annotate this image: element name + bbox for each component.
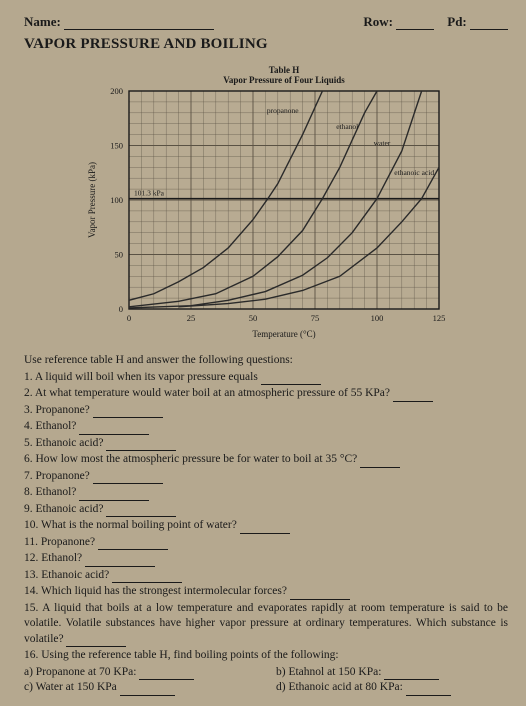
svg-text:125: 125 <box>433 313 446 323</box>
svg-text:Vapor Pressure of Four Liquids: Vapor Pressure of Four Liquids <box>223 75 345 85</box>
svg-text:101.3 kPa: 101.3 kPa <box>134 189 165 198</box>
svg-text:Table H: Table H <box>269 65 299 75</box>
question-3: 3. Propanone? <box>24 403 508 419</box>
vapor-pressure-chart: 101.3 kPa 0 25 50 75 100 125 0 50 100 150 200 Table … <box>81 61 451 341</box>
row-blank[interactable] <box>396 19 434 30</box>
answer-blank[interactable] <box>79 425 149 435</box>
question-12: 12. Ethanol? <box>24 551 508 567</box>
name-field[interactable]: Name: <box>24 14 214 30</box>
svg-text:25: 25 <box>187 313 196 323</box>
answer-blank[interactable] <box>384 670 439 680</box>
svg-text:water: water <box>374 139 391 148</box>
svg-text:ethanol: ethanol <box>336 122 358 131</box>
answer-blank[interactable] <box>139 670 194 680</box>
svg-text:100: 100 <box>371 313 384 323</box>
question-16a: a) Propanone at 70 KPa: <box>24 665 256 681</box>
answer-blank[interactable] <box>106 441 176 451</box>
pd-blank[interactable] <box>470 19 508 30</box>
row-label: Row: <box>363 14 393 29</box>
answer-blank[interactable] <box>93 408 163 418</box>
questions-block: Use reference table H and answer the fol… <box>24 353 508 696</box>
svg-text:propanone: propanone <box>267 106 299 115</box>
question-16d: d) Ethanoic acid at 80 KPa: <box>276 680 508 696</box>
svg-text:ethanoic acid: ethanoic acid <box>394 168 434 177</box>
svg-text:Vapor Pressure (kPa): Vapor Pressure (kPa) <box>87 162 97 238</box>
pd-label: Pd: <box>447 14 467 29</box>
page-title: VAPOR PRESSURE AND BOILING <box>24 36 508 53</box>
name-blank[interactable] <box>64 19 214 30</box>
answer-blank[interactable] <box>240 524 290 534</box>
question-14: 14. Which liquid has the strongest inter… <box>24 584 508 600</box>
svg-text:50: 50 <box>249 313 258 323</box>
answer-blank[interactable] <box>85 557 155 567</box>
svg-text:50: 50 <box>115 250 124 260</box>
answer-blank[interactable] <box>290 590 350 600</box>
chart-container: 101.3 kPa 0 25 50 75 100 125 0 50 100 150 200 Table … <box>24 61 508 341</box>
question-5: 5. Ethanoic acid? <box>24 436 508 452</box>
q16-row1: a) Propanone at 70 KPa: b) Etahnol at 15… <box>24 665 508 681</box>
question-2: 2. At what temperature would water boil … <box>24 386 508 402</box>
question-13: 13. Ethanoic acid? <box>24 568 508 584</box>
question-1: 1. A liquid will boil when its vapor pre… <box>24 370 508 386</box>
q16-row2: c) Water at 150 KPa d) Ethanoic acid at … <box>24 680 508 696</box>
question-16b: b) Etahnol at 150 KPa: <box>276 665 508 681</box>
svg-text:150: 150 <box>110 141 123 151</box>
question-4: 4. Ethanol? <box>24 419 508 435</box>
answer-blank[interactable] <box>112 573 182 583</box>
answer-blank[interactable] <box>98 540 168 550</box>
answer-blank[interactable] <box>406 686 451 696</box>
question-7: 7. Propanone? <box>24 469 508 485</box>
svg-text:0: 0 <box>127 313 131 323</box>
question-10: 10. What is the normal boiling point of … <box>24 518 508 534</box>
svg-text:75: 75 <box>311 313 320 323</box>
question-11: 11. Propanone? <box>24 535 508 551</box>
question-15: 15. A liquid that boils at a low tempera… <box>24 601 508 648</box>
answer-blank[interactable] <box>120 686 175 696</box>
svg-text:Temperature (°C): Temperature (°C) <box>252 329 315 339</box>
question-16c: c) Water at 150 KPa <box>24 680 256 696</box>
answer-blank[interactable] <box>79 491 149 501</box>
question-6: 6. How low most the atmospheric pressure… <box>24 452 508 468</box>
header-row: Name: Row: Pd: <box>24 14 508 30</box>
name-label: Name: <box>24 14 61 29</box>
question-8: 8. Ethanol? <box>24 485 508 501</box>
answer-blank[interactable] <box>106 507 176 517</box>
answer-blank[interactable] <box>360 458 400 468</box>
answer-blank[interactable] <box>66 637 126 647</box>
svg-text:200: 200 <box>110 86 123 96</box>
answer-blank[interactable] <box>393 392 433 402</box>
answer-blank[interactable] <box>93 474 163 484</box>
questions-intro: Use reference table H and answer the fol… <box>24 353 508 369</box>
row-pd-group: Row: Pd: <box>363 14 508 30</box>
svg-text:100: 100 <box>110 195 123 205</box>
answer-blank[interactable] <box>261 375 321 385</box>
svg-text:0: 0 <box>119 304 123 314</box>
question-9: 9. Ethanoic acid? <box>24 502 508 518</box>
question-16: 16. Using the reference table H, find bo… <box>24 648 508 664</box>
